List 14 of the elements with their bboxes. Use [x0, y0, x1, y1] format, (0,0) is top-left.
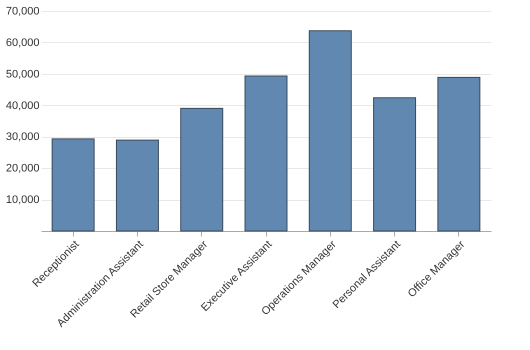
y-tick-label: 60,000	[6, 36, 40, 49]
y-tick-label: 20,000	[6, 162, 40, 175]
y-tick-label: 40,000	[6, 100, 40, 112]
bar	[52, 138, 95, 232]
bar	[116, 140, 159, 232]
y-tick-label: 70,000	[6, 6, 40, 18]
y-tick-label: 30,000	[6, 131, 40, 144]
y-tick-label: 50,000	[6, 68, 40, 80]
bar	[373, 97, 416, 232]
bar	[308, 30, 352, 232]
bar	[437, 76, 480, 232]
bar	[180, 108, 224, 232]
y-tick-label: 10,000	[6, 194, 40, 206]
bar	[244, 76, 288, 232]
